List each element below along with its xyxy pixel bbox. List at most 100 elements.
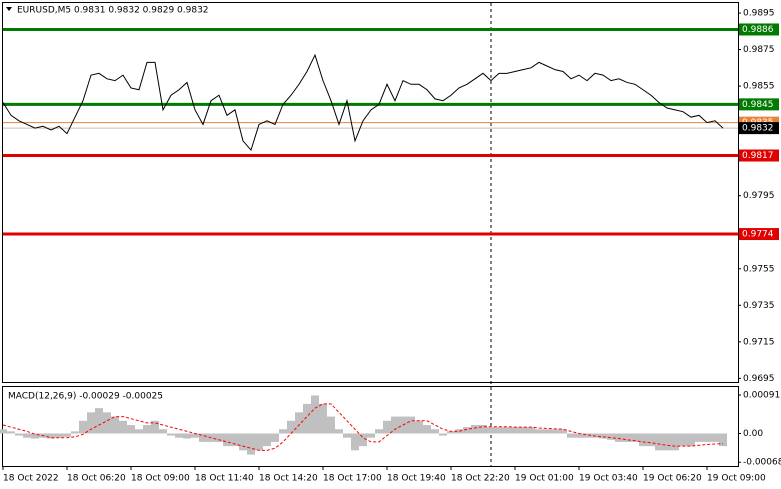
macd-bar [719,433,727,447]
macd-bar [383,420,391,434]
macd-bar [231,433,239,447]
signal-line [2,403,724,451]
macd-bar [375,429,383,434]
macd-bar [423,425,431,434]
macd-bar [159,429,167,434]
level-label-box [739,228,779,241]
y-tick-label: 0.9875 [743,45,775,55]
macd-bar [263,433,271,447]
macd-bar [599,433,607,439]
macd-title: MACD(12,26,9) -0.00029 -0.00025 [8,392,163,402]
macd-bar [7,431,15,434]
macd-bar [431,429,439,434]
y-tick-label: 0.9715 [743,337,775,347]
macd-panel [2,386,739,467]
menu-arrow[interactable] [6,7,12,11]
level-label: 0.9886 [742,25,774,35]
macd-bar [311,395,319,434]
y-tick-label: 0.9855 [743,82,775,92]
x-tick-label: 18 Oct 19:40 [387,474,446,484]
level-label: 0.9845 [742,100,774,110]
macd-bar [183,433,191,439]
macd-bar [567,433,575,438]
macd-bar [223,433,231,447]
macd-bar [135,429,143,434]
macd-bar [527,427,535,434]
macd-bar [615,433,623,442]
macd-bar [415,420,423,434]
macd-bar [551,429,559,434]
macd-bar [15,433,23,436]
y-tick-label: 0.9735 [743,301,775,311]
macd-bar [335,429,343,434]
macd-bar [255,433,263,451]
level-label: 0.9817 [742,151,774,161]
macd-bar [351,433,359,451]
price-line [2,53,724,152]
level-label: 0.9774 [742,230,774,240]
macd-bar [471,425,479,434]
macd-bar [663,433,671,451]
macd-bar [495,427,503,434]
macd-bar [647,433,655,447]
macd-bar [199,433,207,442]
chart-title: EURUSD,M5 0.9831 0.9832 0.9829 0.9832 [17,6,209,16]
macd-bar [703,433,711,442]
macd-bar [679,433,687,447]
macd-bar [79,420,87,434]
level-label-box [739,98,779,111]
macd-bar [271,433,279,442]
macd-bar [215,433,223,442]
macd-bar [47,433,55,439]
macd-bar [439,433,447,436]
y-tick-label: 0.00091 [743,391,780,401]
macd-bar [247,433,255,455]
x-tick-label: 19 Oct 03:40 [579,474,638,484]
macd-bar [543,429,551,434]
x-tick-label: 18 Oct 09:00 [131,474,190,484]
y-tick-label: 0.9895 [743,9,775,19]
level-label-box [739,23,779,36]
macd-bar [279,429,287,434]
macd-bar [455,429,463,434]
macd-bar [239,433,247,451]
macd-bar [535,429,543,434]
macd-bar [287,420,295,434]
macd-bar [55,433,63,438]
macd-bar [95,408,103,434]
macd-bar [143,425,151,434]
x-tick-label: 18 Oct 17:00 [323,474,382,484]
macd-bar [127,425,135,434]
macd-bar [671,433,679,451]
macd-bar [447,431,455,434]
macd-bar [655,433,663,451]
macd-bar [559,429,567,434]
macd-bar [175,433,183,438]
level-label: 0.9832 [742,124,774,134]
macd-bar [575,433,583,438]
x-tick-label: 18 Oct 22:20 [451,474,510,484]
main-panel [2,2,739,383]
y-tick-label: 0.9755 [743,264,775,274]
x-tick-label: 19 Oct 06:20 [643,474,702,484]
macd-bar [167,433,175,436]
macd-bar [487,427,495,434]
macd-bar [0,429,7,434]
y-tick-label: -0.00068 [743,458,781,468]
macd-bar [343,433,351,438]
macd-bar [63,433,71,437]
macd-bar [359,433,367,447]
macd-bar [367,433,375,438]
y-tick-label: 0.9795 [743,191,775,201]
macd-bar [151,420,159,434]
y-tick-label: 0.9695 [743,374,775,384]
x-tick-label: 18 Oct 2022 [3,474,59,484]
macd-bar [607,433,615,440]
macd-bar [303,403,311,434]
macd-bar [23,433,31,438]
macd-bar [31,433,39,439]
macd-bar [695,433,703,442]
macd-bar [295,412,303,434]
